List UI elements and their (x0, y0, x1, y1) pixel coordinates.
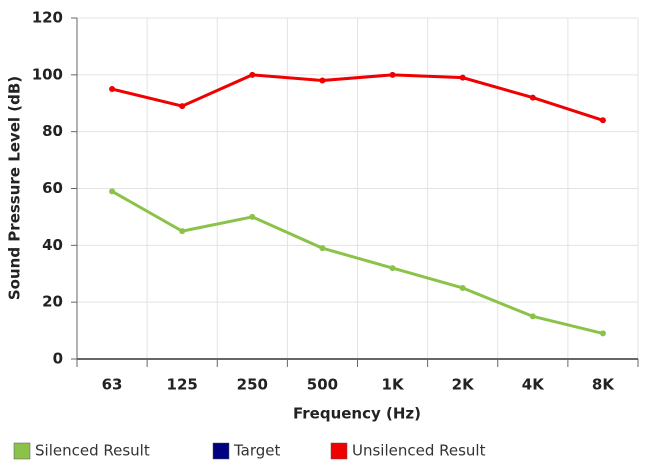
y-tick-label: 40 (42, 236, 63, 254)
point (319, 77, 326, 84)
point (249, 213, 256, 220)
point (109, 188, 116, 195)
point (389, 71, 396, 78)
point (529, 313, 536, 320)
x-tick-label: 2K (452, 376, 475, 394)
y-tick-label: 100 (32, 65, 63, 83)
x-tick-label: 125 (167, 376, 198, 394)
y-tick-label: 80 (42, 122, 63, 140)
x-tick-label: 500 (307, 376, 338, 394)
point (319, 245, 326, 252)
point (459, 284, 466, 291)
point (389, 265, 396, 272)
legend-swatch (330, 442, 348, 460)
x-tick-label: 63 (102, 376, 123, 394)
x-tick-label: 8K (592, 376, 615, 394)
y-tick-label: 0 (53, 350, 63, 368)
legend-swatch (212, 442, 230, 460)
point (599, 330, 606, 337)
point (529, 94, 536, 101)
point (109, 86, 116, 93)
legend-swatch (13, 442, 31, 460)
y-tick-label: 20 (42, 293, 63, 311)
series-line (111, 73, 604, 122)
legend-label: Unsilenced Result (352, 442, 486, 460)
series-line (111, 190, 604, 335)
x-tick-label: 250 (237, 376, 268, 394)
y-axis-title: Sound Pressure Level (dB) (6, 76, 24, 300)
legend-label: Target (233, 442, 281, 460)
point (599, 117, 606, 124)
y-tick-label: 60 (42, 179, 63, 197)
point (459, 74, 466, 81)
x-tick-label: 4K (522, 376, 545, 394)
point (179, 103, 186, 110)
legend-label: Silenced Result (35, 442, 150, 460)
point (249, 71, 256, 78)
x-tick-label: 1K (382, 376, 405, 394)
x-axis-title: Frequency (Hz) (293, 405, 421, 423)
y-tick-label: 120 (32, 9, 63, 27)
point (179, 228, 186, 235)
